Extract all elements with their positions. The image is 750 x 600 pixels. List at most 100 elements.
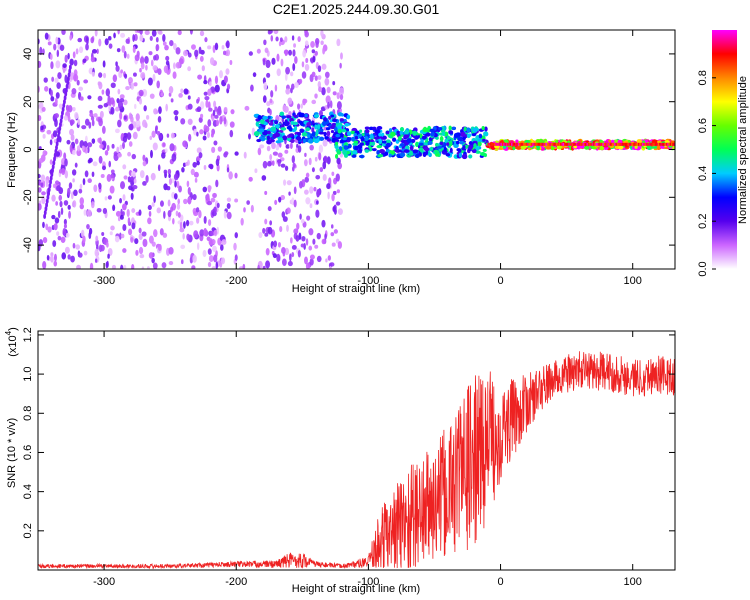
spectrogram-cell	[377, 154, 384, 158]
spectrogram-cell	[664, 140, 670, 144]
spectrogram-cell	[371, 148, 377, 152]
spectrogram-cell	[336, 92, 340, 100]
spectrogram-cell	[107, 253, 110, 259]
spectrogram-cell	[301, 132, 308, 137]
spectrogram-cell	[193, 230, 199, 239]
spectrogram-cell	[322, 47, 326, 55]
colorbar-gradient	[712, 30, 737, 269]
spectrogram-cell	[234, 254, 238, 261]
spectrogram-cell	[283, 105, 289, 113]
y-tick-label: 0.8	[22, 406, 34, 421]
spectrogram-cell	[168, 177, 172, 186]
spectrogram-cell	[187, 187, 191, 195]
spectrogram-cell	[309, 254, 315, 260]
spectrogram-cell	[462, 144, 466, 151]
spectrogram-cell	[546, 142, 549, 146]
colorbar-tick-label: 0.6	[697, 118, 709, 133]
spectrogram-cell	[653, 142, 656, 146]
spectrogram-cell	[199, 129, 204, 135]
spectrogram-cell	[467, 133, 472, 138]
spectrogram-cell	[192, 193, 197, 201]
spectrogram-cell	[120, 69, 124, 74]
spectrogram-cell	[577, 142, 580, 146]
spectrogram-cell	[214, 75, 219, 85]
spectrogram-cell	[311, 131, 316, 137]
spectrogram-cell	[119, 198, 122, 204]
spectrogram-cell	[369, 133, 374, 139]
spectrogram-cell	[72, 200, 77, 208]
spectrogram-cell	[52, 240, 57, 248]
spectrogram-cell	[144, 30, 150, 36]
spectrogram-cell	[343, 145, 349, 150]
spectrogram-cell	[276, 253, 281, 263]
spectrogram-cell	[337, 208, 343, 215]
spectrogram-cell	[213, 206, 217, 214]
spectrogram-cell	[187, 118, 193, 126]
spectrogram-cell	[117, 152, 122, 158]
spectrogram-cell	[51, 214, 56, 220]
spectrogram-cell	[483, 131, 489, 137]
spectrogram-cell	[60, 236, 66, 243]
spectrogram-cell	[317, 65, 322, 73]
y-tick-label: 1.0	[22, 366, 34, 381]
spectrogram-cell	[46, 254, 50, 261]
x-tick-label: -300	[93, 275, 115, 287]
spectrogram-cell	[203, 216, 207, 224]
spectrogram-cell	[652, 142, 655, 146]
spectrogram-cell	[56, 82, 61, 89]
spectrogram-cell	[304, 30, 308, 36]
spectrogram-cell	[80, 229, 85, 238]
spectrogram-cell	[113, 32, 116, 39]
spectrogram-cell	[359, 142, 365, 146]
spectrogram-cell	[382, 140, 387, 144]
spectrogram-cell	[187, 196, 192, 205]
spectrogram-cell	[162, 232, 168, 238]
spectrogram-cell	[460, 131, 466, 137]
spectrogram-cell	[108, 160, 112, 168]
spectrogram-cell	[509, 142, 512, 146]
spectrogram-cell	[44, 32, 49, 40]
spectrogram-cell	[403, 149, 410, 153]
spectrogram-cell	[161, 152, 166, 159]
spectrogram-cell	[57, 72, 62, 80]
spectrogram-cell	[42, 237, 48, 244]
spectrogram-cell	[105, 88, 111, 97]
spectrogram-cell	[304, 256, 308, 265]
spectrogram-cell	[155, 43, 160, 51]
spectrogram-cell	[312, 238, 316, 245]
spectrogram-cell	[211, 115, 215, 122]
spectrogram-cell	[195, 207, 200, 213]
spectrogram-cell	[97, 137, 102, 143]
spectrogram-cell	[396, 130, 400, 134]
spectrogram-cell	[655, 142, 657, 146]
spectrogram-cell	[51, 164, 55, 170]
spectrogram-cell	[138, 98, 143, 105]
spectrogram-cell	[198, 152, 203, 159]
spectrogram-cell	[262, 227, 266, 234]
spectrogram-cell	[68, 105, 73, 113]
spectrogram-cell	[177, 212, 181, 218]
spectrogram-cell	[122, 164, 127, 170]
spectrogram-cell	[206, 131, 210, 139]
spectrogram-cell	[449, 130, 454, 135]
spectrogram-cell	[308, 245, 313, 251]
spectrogram-cell	[300, 243, 305, 248]
spectrogram-cell	[38, 187, 42, 193]
spectrogram-cell	[64, 158, 68, 167]
spectrogram-cell	[471, 133, 477, 137]
spectrogram-cell	[122, 224, 127, 232]
spectrogram-cell	[55, 141, 59, 147]
spectrogram-cell	[220, 244, 224, 251]
spectrogram-cell	[121, 45, 126, 53]
spectrogram-cell	[503, 142, 505, 146]
spectrogram-cell	[74, 138, 79, 145]
spectrogram-cell	[127, 176, 132, 183]
spectrogram-cell	[315, 175, 321, 180]
spectrogram-cell	[216, 108, 222, 116]
spectrogram-cell	[573, 145, 578, 149]
spectrogram-cell	[262, 115, 268, 120]
spectrogram-cell	[220, 257, 226, 265]
spectrogram-cell	[214, 84, 220, 93]
spectrogram-cell	[425, 150, 429, 155]
spectrogram-cell	[342, 149, 347, 155]
